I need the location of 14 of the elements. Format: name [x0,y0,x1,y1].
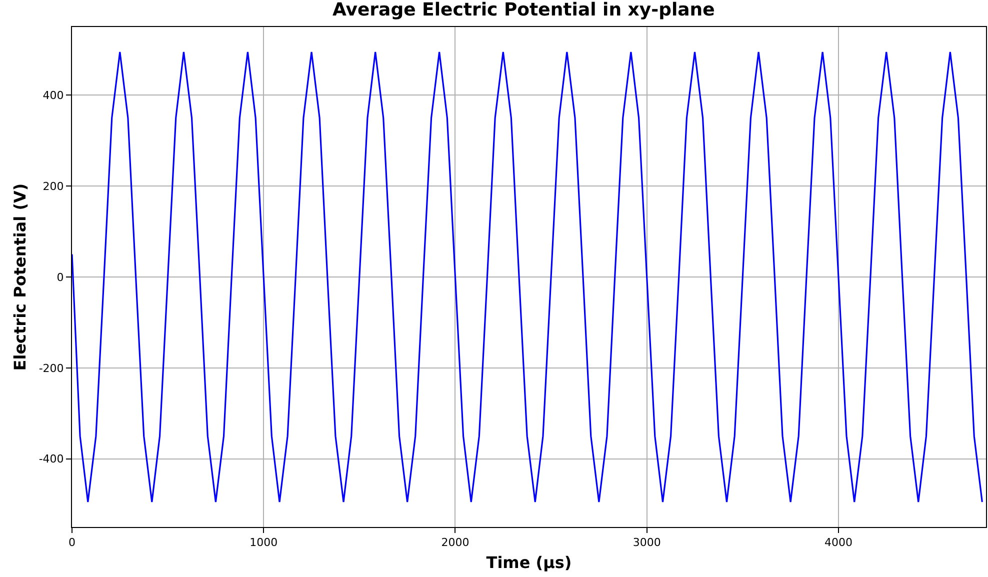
y-axis-title: Electric Potential (V) [10,183,30,371]
y-tick-label: 400 [42,89,64,102]
x-tick-label: 2000 [441,536,470,550]
x-tick-label: 4000 [824,536,852,550]
line-series [72,51,983,503]
y-tick-label: 200 [42,180,64,193]
y-tick-label: -400 [38,452,64,466]
x-tick-label: 1000 [250,536,278,550]
x-tick-label: 3000 [632,536,661,550]
y-tick-label: -200 [38,362,64,375]
x-axis-title: Time (μs) [486,552,572,572]
y-tick-label: 0 [56,270,64,284]
x-tick-label: 0 [68,536,76,550]
chart-title: Average Electric Potential in xy-plane [332,0,715,20]
